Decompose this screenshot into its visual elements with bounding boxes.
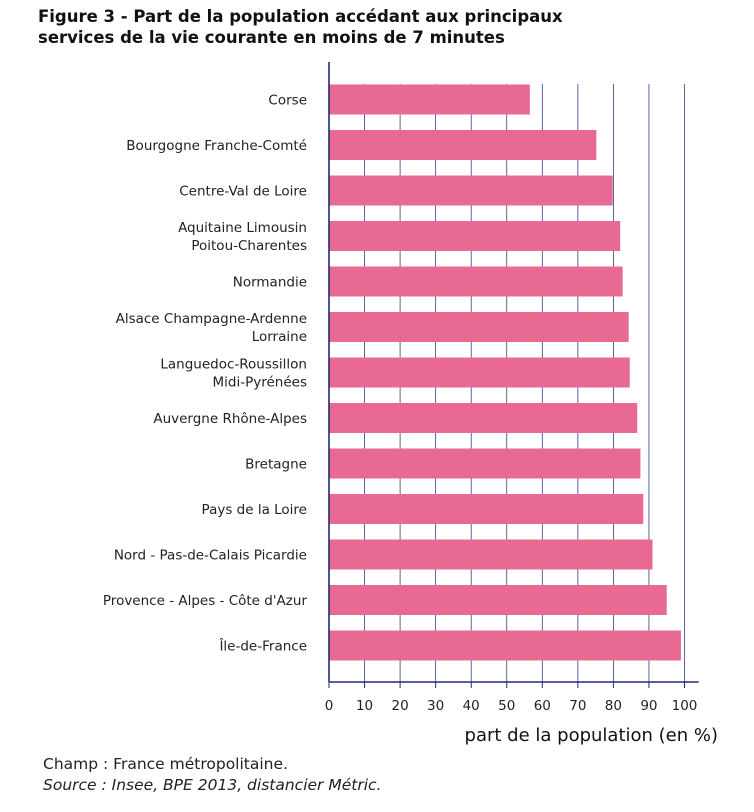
x-tick-label-10: 10 (356, 698, 373, 714)
bar-7 (329, 403, 638, 433)
bar-4 (329, 266, 623, 297)
category-label-2-0: Centre-Val de Loire (179, 184, 307, 200)
bar-3 (329, 221, 621, 251)
category-label-12-0: Île-de-France (218, 637, 307, 655)
x-axis-title: part de la population (en %) (465, 725, 718, 746)
champ-note: Champ : France métropolitaine. (43, 755, 288, 773)
x-tick-label-80: 80 (605, 698, 622, 714)
bar-12 (329, 630, 681, 661)
category-label-5-1: Lorraine (252, 329, 307, 345)
category-label-9-0: Pays de la Loire (202, 502, 307, 518)
category-label-1-0: Bourgogne Franche-Comté (126, 138, 307, 154)
chart-title: Figure 3 - Part de la population accédan… (38, 6, 738, 48)
category-label-8-0: Bretagne (245, 457, 307, 473)
category-label-10-0: Nord - Pas-de-Calais Picardie (114, 548, 307, 564)
bar-9 (329, 494, 644, 524)
category-label-3-0: Aquitaine Limousin (178, 220, 307, 236)
x-tick-label-40: 40 (463, 698, 480, 714)
category-label-5-0: Alsace Champagne-Ardenne (116, 311, 307, 327)
x-tick-label-60: 60 (534, 698, 551, 714)
bar-11 (329, 585, 667, 615)
x-tick-label-30: 30 (427, 698, 444, 714)
x-tick-label-0: 0 (325, 698, 334, 714)
x-tick-label-100: 100 (672, 698, 698, 714)
category-label-6-1: Midi-Pyrénées (213, 375, 307, 391)
chart-title-line-2: services de la vie courante en moins de … (38, 28, 505, 47)
category-label-11-0: Provence - Alpes - Côte d'Azur (103, 593, 308, 609)
category-label-3-1: Poitou-Charentes (191, 238, 307, 254)
x-tick-label-50: 50 (498, 698, 515, 714)
bar-6 (329, 357, 630, 388)
bar-1 (329, 130, 597, 160)
bar-10 (329, 539, 653, 570)
category-label-4-0: Normandie (233, 275, 307, 291)
bar-2 (329, 175, 613, 206)
bar-8 (329, 448, 641, 479)
x-tick-label-20: 20 (392, 698, 409, 714)
bar-5 (329, 312, 629, 342)
source-note: Source : Insee, BPE 2013, distancier Mét… (43, 776, 382, 794)
x-tick-label-90: 90 (640, 698, 657, 714)
chart-footer: Champ : France métropolitaine. Source : … (43, 754, 381, 796)
x-tick-label-70: 70 (569, 698, 586, 714)
chart-title-line-1: Figure 3 - Part de la population accédan… (38, 7, 563, 26)
category-label-6-0: Languedoc-Roussillon (160, 357, 307, 373)
category-label-0-0: Corse (268, 93, 307, 109)
category-label-7-0: Auvergne Rhône-Alpes (153, 411, 307, 427)
bar-0 (329, 84, 530, 115)
